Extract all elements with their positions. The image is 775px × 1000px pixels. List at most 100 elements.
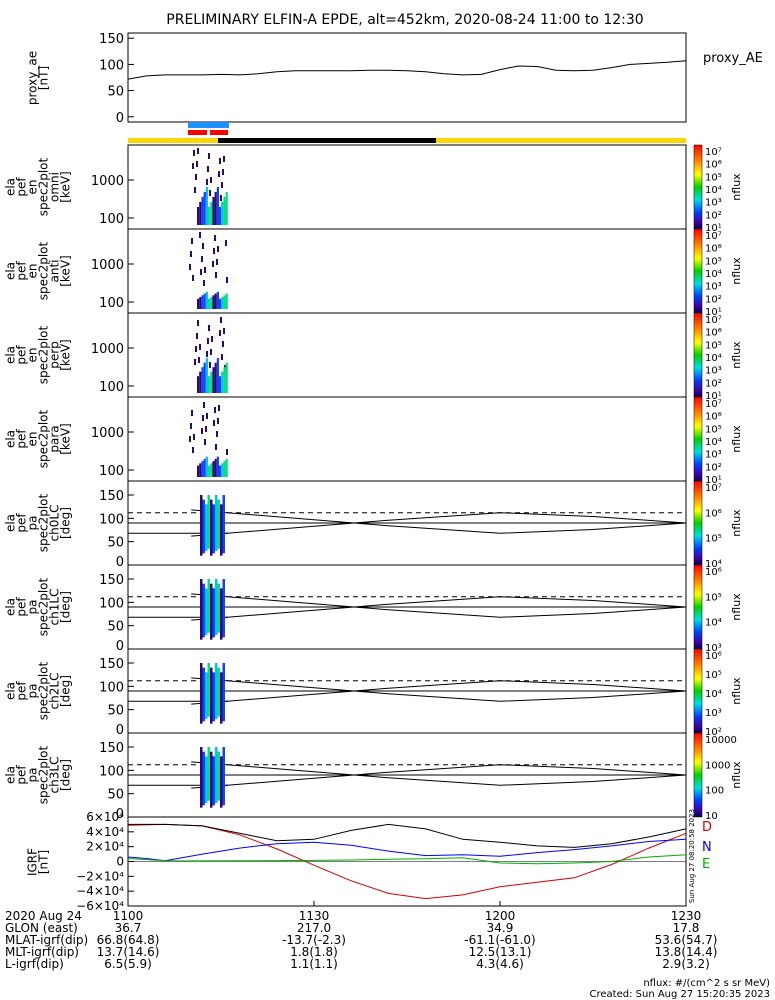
orbit-black-bar [218, 138, 436, 143]
spec-data-cell [215, 272, 217, 278]
pa-data-cell [215, 495, 218, 551]
spec-data-cell [222, 341, 224, 347]
spec-data-cell [216, 431, 218, 437]
axis-cell-mlat: -61.1(-61.0) [464, 933, 535, 947]
spec-data-cell [197, 298, 200, 309]
spec-colorbar [693, 144, 703, 230]
spec-ylabel-line: perp [48, 341, 62, 369]
pa-ylabel-line: ela [4, 514, 18, 532]
spec-data-cell [217, 246, 219, 252]
pa-ylabel-line: ch3LC [48, 757, 62, 794]
spec-data-cell [194, 359, 196, 365]
spec-colorbar [693, 228, 703, 314]
footer: nflux: #/(cm^2 s sr MeV)Created: Sun Aug… [590, 978, 771, 1000]
spec-data-cell [204, 439, 206, 445]
spec-ylabel-line: pef [15, 429, 29, 449]
fgs-blue-bar [188, 122, 229, 128]
pa-data-cell [200, 663, 203, 724]
spec-data-cell [225, 293, 228, 309]
spec-colorbar-tick: 10² [705, 378, 722, 389]
pa-colorbar-tick: 10⁵ [705, 592, 722, 603]
ae-frame [127, 32, 687, 123]
spec-data-cell [222, 169, 224, 175]
spec-data-cell [206, 179, 208, 185]
igrf-ytick-label: 4×10⁴ [86, 825, 124, 839]
spec-data-cell [199, 344, 201, 350]
pa-colorbar [693, 564, 703, 650]
axis-cell-mlt: 12.5(13.1) [469, 945, 532, 959]
spec-ylabel-line: [keV] [59, 171, 73, 202]
pa-data-cell [220, 588, 223, 640]
spec-ylabel-line: anti [48, 260, 62, 283]
proxy-ae-panel: 150 100 50 0 proxy_ae[nT] proxy_AE [26, 32, 763, 126]
spec-data-cell [210, 177, 212, 183]
spec-data-cell [195, 174, 197, 180]
igrf-series-total [128, 823, 687, 848]
spec-data-cell [206, 413, 208, 419]
ae-ytick-label: 0 [116, 111, 124, 126]
pa-colorbar-tick: 10⁴ [705, 689, 722, 700]
axis-cell-mlat: 66.8(64.8) [97, 933, 160, 947]
pa-data-cell [222, 747, 225, 806]
spec-data-cell [203, 280, 205, 286]
spec-ylabel-line: pef [15, 345, 29, 365]
pa-data-cell [215, 747, 218, 803]
spec-data-cell [209, 362, 211, 368]
spec-data-cell [210, 297, 213, 309]
spec-data-cell [221, 463, 224, 477]
spec-data-cell [189, 436, 191, 442]
spec-colorbar-tick: 10³ [705, 366, 722, 377]
igrf-panel: 6×10⁴4×10⁴2×10⁴0−2×10⁴−4×10⁴−6×10⁴IGRF[n… [26, 809, 713, 913]
spec-data-cell [203, 362, 206, 393]
axis-cell-glon: 17.8 [673, 921, 700, 935]
spec-data-cell [219, 465, 222, 477]
axis-cell-time: 1200 [485, 909, 516, 923]
pa-ytick-label: 150 [99, 573, 124, 588]
pa-data-cell [200, 495, 203, 556]
pa-ytick-label: 150 [99, 657, 124, 672]
pa-antilosscone-line [191, 509, 687, 534]
pa-data-cell [202, 751, 205, 806]
spec-data-cell [208, 153, 210, 159]
spec-colorbar [693, 312, 703, 398]
igrf-ytick-label: 0 [116, 855, 124, 869]
igrf-legend-e: E [702, 857, 710, 872]
spec-data-cell [197, 465, 200, 477]
pa-ytick-label: 50 [107, 704, 124, 719]
axis-row-label: L-igrf(dip) [5, 957, 64, 971]
spec-ylabel-line: para [48, 425, 62, 452]
footer-units: nflux: #/(cm^2 s sr MeV) [643, 978, 770, 989]
pa-ytick-label: 100 [99, 764, 124, 779]
spec-data-cell [208, 207, 211, 225]
pa-ylabel-line: [deg] [59, 591, 73, 623]
pa-colorbar-label: nflux [730, 761, 743, 789]
spec-ylabel-line: pef [15, 261, 29, 281]
spec-colorbar-tick: 10⁶ [705, 412, 722, 423]
spec-colorbar-tick: 10⁶ [705, 244, 722, 255]
spec-colorbar-tick: 10³ [705, 282, 722, 293]
spec-data-cell [221, 371, 224, 393]
pa-ylabel-line: ch2LC [48, 673, 62, 710]
spec-data-cell [208, 298, 211, 309]
spec-data-cell [225, 192, 228, 225]
spec-data-cell [194, 187, 196, 193]
spec-colorbar-tick: 10⁵ [705, 340, 722, 351]
igrf-ytick-label: −4×10⁴ [76, 884, 124, 898]
spec-data-cell [204, 267, 206, 273]
pa-colorbar-tick: 10² [705, 727, 722, 738]
axis-cell-l: 4.3(4.6) [476, 957, 524, 971]
pa-data-cell [200, 579, 203, 640]
spec-ytick-label: 100 [99, 212, 124, 227]
spec-data-cell [190, 423, 192, 429]
pa-data-cell [217, 751, 220, 801]
spec-data-cell [223, 367, 226, 393]
spec-data-cell [216, 456, 219, 477]
pa-ytick-label: 50 [107, 536, 124, 551]
pa-ytick-label: 150 [99, 741, 124, 756]
pa-data-cell [220, 504, 223, 556]
spec-data-cell [212, 295, 215, 309]
pa-colorbar-tick: 10⁵ [705, 534, 722, 545]
ae-ytick-label: 100 [99, 58, 124, 73]
spec-data-cell [223, 328, 225, 334]
axis-row-label: GLON (east) [5, 921, 78, 935]
